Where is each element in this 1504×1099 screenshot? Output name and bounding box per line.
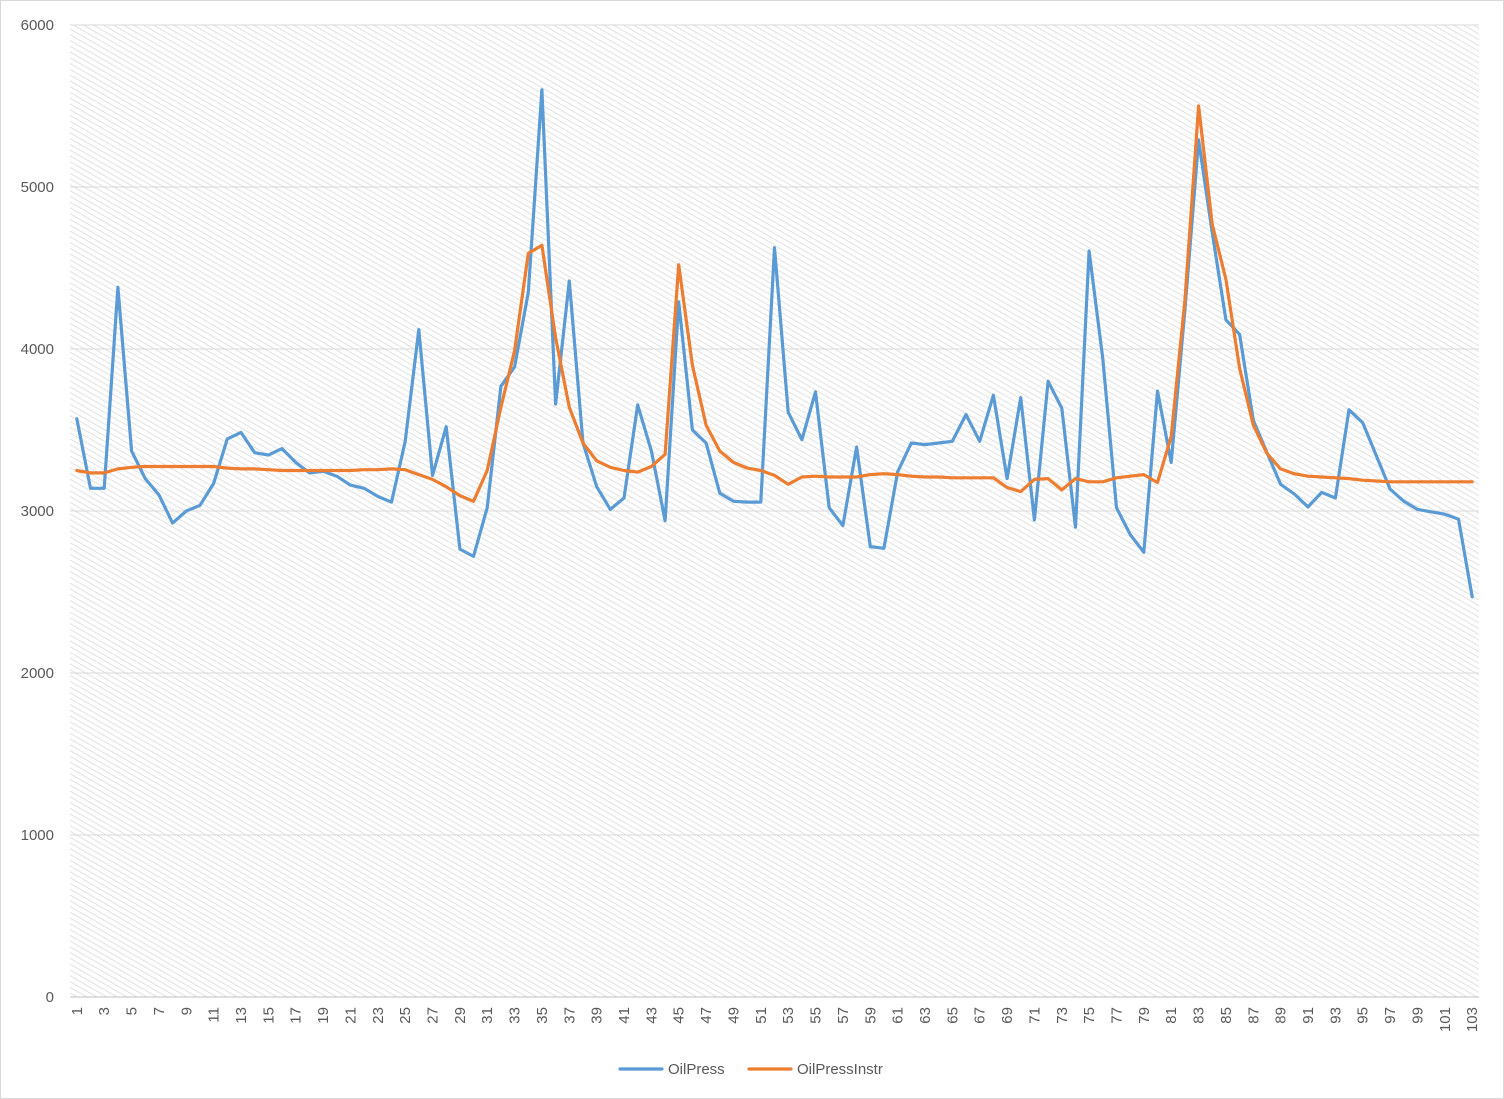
x-tick-label: 63 [917,1007,934,1024]
x-tick-label: 77 [1108,1007,1125,1024]
x-tick-label: 27 [425,1007,442,1024]
x-tick-label: 31 [479,1007,496,1024]
x-tick-label: 89 [1273,1007,1290,1024]
x-tick-label: 69 [999,1007,1016,1024]
x-tick-label: 9 [178,1007,195,1015]
x-tick-label: 53 [780,1007,797,1024]
series-line-oilpressinstr [75,104,1474,503]
x-axis: 1 3 5 7 9 11 13 15 17 19 21 23 25 27 29 31 33 35 37 39 41 43 4… [69,1007,1481,1032]
x-tick-label: 91 [1300,1007,1317,1024]
x-tick-label: 75 [1081,1007,1098,1024]
gridlines [70,24,1479,998]
x-tick-label: 33 [507,1007,524,1024]
x-tick-label: 87 [1245,1007,1262,1024]
x-tick-label: 85 [1218,1007,1235,1024]
y-tick-label: 2000 [21,665,54,682]
x-tick-label: 83 [1191,1007,1208,1024]
x-tick-label: 21 [342,1007,359,1024]
x-tick-label: 11 [206,1007,223,1023]
x-tick-label: 17 [288,1007,305,1024]
x-tick-label: 23 [370,1007,387,1024]
x-tick-label: 71 [1026,1007,1043,1024]
x-tick-label: 61 [890,1007,907,1024]
y-tick-label: 5000 [21,179,54,196]
x-tick-label: 3 [96,1007,113,1015]
x-tick-label: 29 [452,1007,469,1024]
series-layer [75,88,1474,599]
x-tick-label: 95 [1355,1007,1372,1024]
x-tick-label: 43 [643,1007,660,1024]
x-tick-label: 25 [397,1007,414,1024]
x-tick-label: 49 [725,1007,742,1024]
x-tick-label: 59 [862,1007,879,1024]
x-tick-label: 73 [1054,1007,1071,1024]
x-tick-label: 93 [1327,1007,1344,1024]
x-tick-label: 57 [835,1007,852,1024]
x-tick-label: 1 [69,1007,86,1015]
series-line-oilpress [75,88,1474,599]
x-tick-label: 13 [233,1007,250,1024]
x-tick-label: 39 [589,1007,606,1024]
x-tick-label: 19 [315,1007,332,1024]
x-tick-label: 103 [1464,1007,1481,1032]
x-tick-label: 51 [753,1007,770,1024]
x-tick-label: 15 [260,1007,277,1024]
y-tick-label: 3000 [21,503,54,520]
y-tick-label: 1000 [21,827,54,844]
x-tick-label: 55 [808,1007,825,1024]
y-tick-label: 6000 [21,17,54,34]
x-tick-label: 67 [972,1007,989,1024]
x-tick-label: 65 [944,1007,961,1024]
x-tick-label: 5 [124,1007,141,1015]
x-tick-label: 45 [671,1007,688,1024]
x-tick-label: 101 [1437,1007,1454,1032]
x-tick-label: 37 [561,1007,578,1024]
x-tick-label: 99 [1409,1007,1426,1024]
legend: OilPress OilPressInstr [618,1061,883,1078]
x-tick-label: 81 [1163,1007,1180,1024]
x-tick-label: 97 [1382,1007,1399,1024]
legend-label: OilPress [668,1061,725,1078]
legend-label: OilPressInstr [797,1061,883,1078]
x-tick-label: 79 [1136,1007,1153,1024]
y-tick-label: 0 [46,989,54,1006]
x-tick-label: 7 [151,1007,168,1015]
x-tick-label: 47 [698,1007,715,1024]
x-tick-label: 35 [534,1007,551,1024]
y-tick-label: 4000 [21,341,54,358]
x-tick-label: 41 [616,1007,633,1024]
y-axis: 0 1000 2000 3000 4000 5000 6000 [21,17,54,1006]
